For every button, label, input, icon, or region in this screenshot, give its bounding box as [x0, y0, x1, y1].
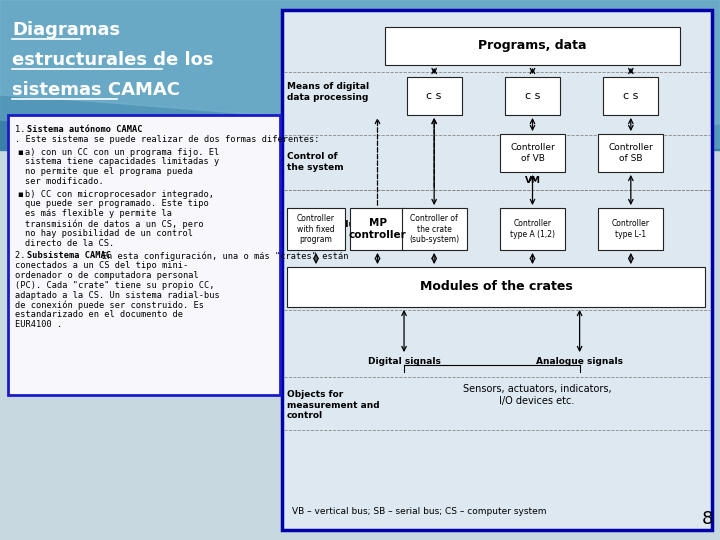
Text: estandarizado en el documento de: estandarizado en el documento de: [15, 310, 183, 319]
Text: Diagramas: Diagramas: [12, 21, 120, 39]
Text: Analogue signals: Analogue signals: [536, 357, 623, 366]
Bar: [402, 208, 467, 250]
Text: sistemas CAMAC: sistemas CAMAC: [12, 81, 180, 99]
Bar: [350, 208, 405, 250]
Text: b) CC con microprocesador integrado,: b) CC con microprocesador integrado,: [25, 190, 214, 199]
Bar: [598, 208, 663, 250]
Bar: [598, 134, 663, 172]
Bar: [500, 208, 565, 250]
Text: Subsistema CAMAC: Subsistema CAMAC: [27, 252, 111, 260]
Text: c s: c s: [525, 91, 540, 101]
Text: ordenador o de computadora personal: ordenador o de computadora personal: [15, 271, 199, 280]
Polygon shape: [0, 0, 720, 130]
Text: Digital signals: Digital signals: [368, 357, 441, 366]
Text: Sensors, actuators, indicators,
I/O devices etc.: Sensors, actuators, indicators, I/O devi…: [463, 384, 611, 406]
Bar: [287, 267, 705, 307]
Text: de conexión puede ser construido. Es: de conexión puede ser construido. Es: [15, 300, 204, 310]
Text: es más flexible y permite la: es más flexible y permite la: [25, 210, 172, 218]
Text: . Este sistema se puede realizar de dos formas diferentes:: . Este sistema se puede realizar de dos …: [15, 135, 320, 144]
Text: c s: c s: [426, 91, 442, 101]
Text: ser modificado.: ser modificado.: [25, 177, 104, 186]
Text: c s: c s: [623, 91, 639, 101]
Text: Means of digital
data processing: Means of digital data processing: [287, 82, 369, 102]
Bar: [505, 77, 560, 115]
Text: no hay posibilidad de un control: no hay posibilidad de un control: [25, 229, 193, 238]
Text: ▪: ▪: [17, 190, 23, 199]
Text: conectados a un CS del tipo mini-: conectados a un CS del tipo mini-: [15, 261, 188, 270]
Text: Crates, modules,
controllers: Crates, modules, controllers: [287, 220, 373, 240]
Text: 2.: 2.: [15, 252, 31, 260]
Text: Objects for
measurement and
control: Objects for measurement and control: [287, 390, 379, 420]
Text: directo de la CS.: directo de la CS.: [25, 239, 114, 248]
Text: Modules of the crates: Modules of the crates: [420, 280, 572, 294]
Bar: [407, 77, 462, 115]
Bar: [500, 134, 565, 172]
Text: transmisión de datos a un CS, pero: transmisión de datos a un CS, pero: [25, 219, 204, 228]
Text: Sistema autónomo CAMAC: Sistema autónomo CAMAC: [27, 125, 143, 134]
Text: VM: VM: [524, 176, 541, 185]
Polygon shape: [0, 0, 720, 157]
Bar: [287, 208, 345, 250]
Text: Controller
type A (1,2): Controller type A (1,2): [510, 219, 555, 239]
Text: que puede ser programado. Este tipo: que puede ser programado. Este tipo: [25, 199, 209, 208]
Text: Control of
the system: Control of the system: [287, 152, 343, 172]
Bar: [282, 10, 712, 530]
Text: Controller of
the crate
(sub-system): Controller of the crate (sub-system): [409, 214, 459, 244]
Text: Controller
of VB: Controller of VB: [510, 143, 555, 163]
Text: 1.: 1.: [15, 125, 31, 134]
Text: VB – vertical bus; SB – serial bus; CS – computer system: VB – vertical bus; SB – serial bus; CS –…: [292, 508, 546, 516]
Text: Programs, data: Programs, data: [478, 39, 587, 52]
Text: sistema tiene capacidades limitadas y: sistema tiene capacidades limitadas y: [25, 157, 220, 166]
Bar: [385, 27, 680, 65]
Text: EUR4100 .: EUR4100 .: [15, 320, 62, 329]
Text: estructurales de los: estructurales de los: [12, 51, 214, 69]
Bar: [8, 115, 280, 395]
Text: Controller
type L-1: Controller type L-1: [612, 219, 650, 239]
Text: MP
controller: MP controller: [348, 218, 406, 240]
Bar: [603, 77, 658, 115]
Text: 8: 8: [701, 510, 713, 528]
Text: no permite que el programa pueda: no permite que el programa pueda: [25, 167, 193, 176]
Text: ▪: ▪: [17, 147, 23, 157]
Bar: [0, 0, 720, 150]
Text: Controller
with fixed
program: Controller with fixed program: [297, 214, 335, 244]
Text: (PC). Cada "crate" tiene su propio CC,: (PC). Cada "crate" tiene su propio CC,: [15, 281, 215, 290]
Text: - En esta configuración, una o más "crates" están: - En esta configuración, una o más "crat…: [86, 252, 348, 261]
Text: a) con un CC con un programa fijo. El: a) con un CC con un programa fijo. El: [25, 147, 220, 157]
Text: adaptado a la CS. Un sistema radial-bus: adaptado a la CS. Un sistema radial-bus: [15, 291, 220, 300]
Text: Controller
of SB: Controller of SB: [608, 143, 653, 163]
